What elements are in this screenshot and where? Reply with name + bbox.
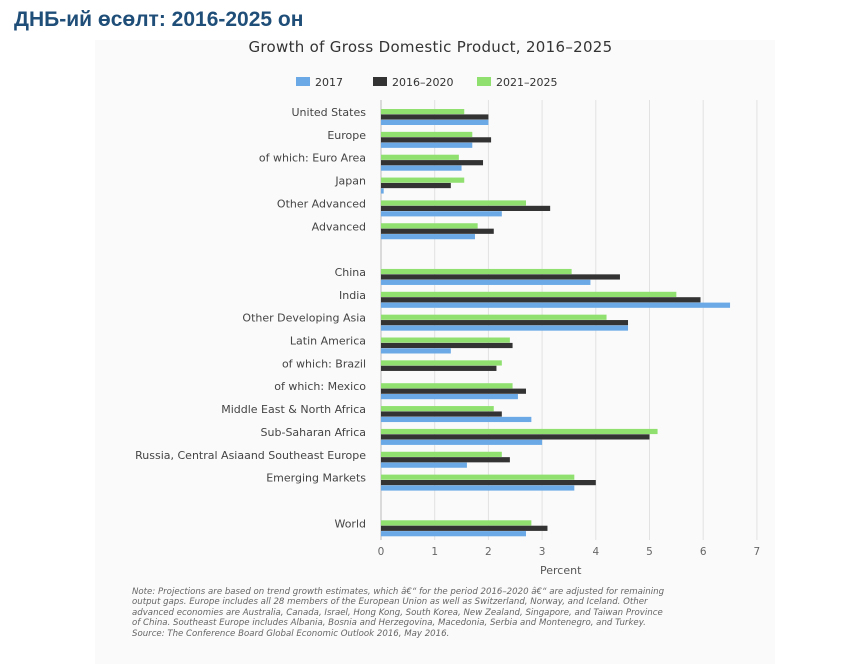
bar — [381, 314, 607, 320]
bar — [381, 411, 502, 417]
bar — [381, 462, 467, 468]
bar — [381, 302, 731, 308]
legend-entry: 2021–2025 — [496, 76, 558, 89]
bar — [381, 342, 513, 349]
bar — [381, 142, 473, 148]
bar — [381, 365, 497, 371]
category-label: Emerging Markets — [266, 472, 366, 485]
bar — [381, 160, 484, 166]
bar — [381, 279, 591, 285]
chart-title: Growth of Gross Domestic Product, 2016–2… — [248, 38, 613, 56]
bar — [381, 480, 596, 486]
bar — [381, 360, 502, 366]
category-label: Other Developing Asia — [242, 312, 366, 325]
bar — [381, 200, 526, 206]
category-label: Japan — [334, 175, 366, 188]
bar — [381, 320, 629, 326]
category-label: Other Advanced — [277, 197, 366, 210]
x-tick-label: 6 — [700, 546, 707, 558]
category-label: India — [339, 289, 366, 302]
category-label: China — [335, 266, 366, 279]
legend: 2017 2016–2020 2021–2025 — [296, 76, 558, 89]
grid-layer — [380, 100, 758, 540]
bar — [381, 485, 575, 491]
bar — [381, 114, 489, 120]
category-label: of which: Mexico — [274, 380, 366, 393]
bar — [381, 274, 620, 280]
x-tick-label: 0 — [378, 546, 385, 558]
x-tick-label: 1 — [431, 546, 438, 558]
bar-layer — [381, 109, 731, 537]
category-label: Europe — [327, 129, 366, 142]
legend-swatch — [296, 77, 310, 86]
bar — [381, 154, 459, 160]
x-axis-label: Percent — [540, 564, 582, 577]
bar — [381, 205, 551, 211]
bar — [381, 188, 384, 194]
category-label: Middle East & North Africa — [221, 403, 366, 416]
bar — [381, 234, 475, 240]
category-label: of which: Euro Area — [259, 152, 366, 165]
note-line: advanced economies are Australia, Canada… — [132, 607, 663, 618]
bar — [381, 383, 513, 389]
bar — [381, 268, 572, 275]
bar — [381, 394, 518, 400]
bar — [381, 451, 502, 457]
bar — [381, 291, 677, 297]
category-label: of which: Brazil — [282, 357, 366, 370]
bar — [381, 119, 489, 125]
category-label-layer: United States Europe of which: Euro Area Ja… — [135, 106, 366, 530]
bar — [381, 182, 451, 189]
bar — [381, 228, 494, 234]
x-tick-label: 2 — [485, 546, 492, 558]
bar — [381, 457, 510, 463]
bar — [381, 388, 526, 394]
bar — [381, 531, 526, 537]
bar — [381, 177, 465, 183]
chart-note: Note: Projections are based on trend gro… — [132, 587, 772, 639]
legend-entry: 2016–2020 — [392, 76, 454, 89]
category-label: World — [334, 517, 366, 530]
category-label: Latin America — [290, 335, 366, 348]
bar — [381, 137, 492, 143]
x-tick-label: 7 — [754, 546, 761, 558]
bar — [381, 165, 462, 171]
bar — [381, 474, 575, 480]
slide-title: ДНБ-ий өсөлт: 2016-2025 он — [14, 8, 304, 31]
bar — [381, 520, 532, 526]
bar — [381, 109, 465, 115]
category-label: Advanced — [312, 220, 366, 233]
bar — [381, 434, 650, 440]
bar — [381, 439, 543, 445]
bar — [381, 428, 658, 435]
x-tick-layer: 0 1 2 3 4 5 6 7 — [378, 546, 761, 558]
bar — [381, 416, 532, 423]
bar — [381, 297, 701, 303]
legend-entry: 2017 — [315, 76, 343, 89]
bar — [381, 223, 478, 229]
note-line: of China. Southeast Europe includes Alba… — [132, 618, 646, 629]
bar — [381, 525, 548, 531]
bar — [381, 348, 451, 354]
note-line: Source: The Conference Board Global Econ… — [132, 628, 450, 639]
legend-swatch — [373, 77, 387, 86]
bar — [381, 325, 629, 331]
bar — [381, 406, 494, 412]
x-tick-label: 3 — [539, 546, 546, 558]
note-line: output gaps. Europe includes all 28 memb… — [132, 597, 648, 608]
bar — [381, 131, 473, 138]
category-label: Russia, Central Asiaand Southeast Europe — [135, 449, 366, 462]
category-label: United States — [292, 106, 367, 119]
legend-swatch — [477, 77, 491, 86]
bar — [381, 337, 510, 343]
note-line: Note: Projections are based on trend gro… — [132, 587, 665, 597]
x-tick-label: 4 — [592, 546, 599, 558]
x-tick-label: 5 — [646, 546, 653, 558]
category-label: Sub-Saharan Africa — [261, 426, 366, 439]
bar — [381, 211, 502, 217]
